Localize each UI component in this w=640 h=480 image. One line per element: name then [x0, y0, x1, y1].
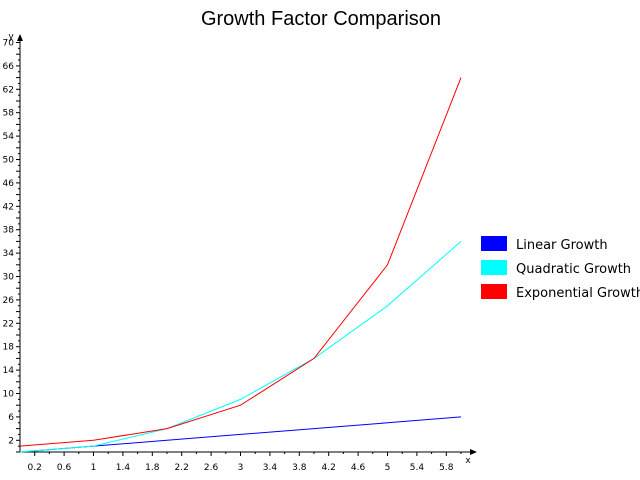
series-lines [19, 77, 462, 453]
x-tick-label: 3.4 [263, 463, 278, 473]
y-tick-label: 38 [3, 226, 15, 236]
x-tick-label: 4.6 [351, 463, 366, 473]
legend-label-0: Linear Growth [516, 238, 608, 253]
legend: Linear Growth Quadratic Growth Exponential… [481, 236, 640, 301]
y-tick-label: 46 [3, 179, 15, 189]
y-tick-label: 6 [8, 413, 14, 423]
y-tick-label: 58 [3, 109, 15, 119]
series-line-1 [19, 241, 462, 453]
y-tick-label: 66 [3, 62, 15, 72]
y-tick-label: 50 [3, 156, 15, 166]
y-axis-arrow [17, 34, 23, 41]
y-tick-label: 30 [3, 273, 15, 283]
x-axis-label: x [465, 456, 471, 466]
x-tick-label: 3.8 [292, 463, 307, 473]
x-tick-label: 0.6 [57, 463, 72, 473]
y-tick-label: 34 [3, 249, 15, 259]
y-tick-label: 26 [3, 296, 15, 306]
x-ticks: 0.2 0.6 1 1.4 1.8 2.2 2.6 3 3.4 3.8 4.2 4.6 5 5.4 5.8 [28, 452, 462, 473]
chart-title: Growth Factor Comparison [201, 8, 441, 30]
y-tick-label: 18 [3, 343, 15, 353]
x-tick-label: 3 [238, 463, 244, 473]
x-tick-label: 1.8 [145, 463, 160, 473]
x-tick-label: 5.4 [410, 463, 425, 473]
x-tick-label: 2.6 [204, 463, 219, 473]
x-tick-label: 2.2 [175, 463, 189, 473]
y-tick-label: 22 [3, 319, 14, 329]
legend-label-1: Quadratic Growth [516, 262, 631, 277]
y-tick-label: 54 [3, 132, 15, 142]
y-tick-label: 42 [3, 202, 14, 212]
legend-swatch-0 [481, 236, 507, 251]
x-tick-label: 4.2 [322, 463, 336, 473]
x-tick-label: 1.4 [116, 463, 131, 473]
y-tick-label: 2 [8, 436, 14, 446]
legend-swatch-2 [481, 284, 507, 299]
y-tick-label: 14 [3, 366, 15, 376]
legend-label-2: Exponential Growth [516, 286, 640, 301]
x-tick-label: 5 [385, 463, 391, 473]
x-tick-label: 1 [91, 463, 97, 473]
y-tick-label: 70 [3, 39, 15, 49]
y-tick-label: 62 [3, 85, 14, 95]
x-tick-label: 5.8 [439, 463, 454, 473]
x-tick-label: 0.2 [28, 463, 42, 473]
y-axis-label: y [8, 32, 14, 42]
series-line-2 [19, 77, 462, 447]
legend-swatch-1 [481, 260, 507, 275]
y-tick-label: 10 [3, 390, 15, 400]
x-axis-arrow [470, 449, 477, 455]
